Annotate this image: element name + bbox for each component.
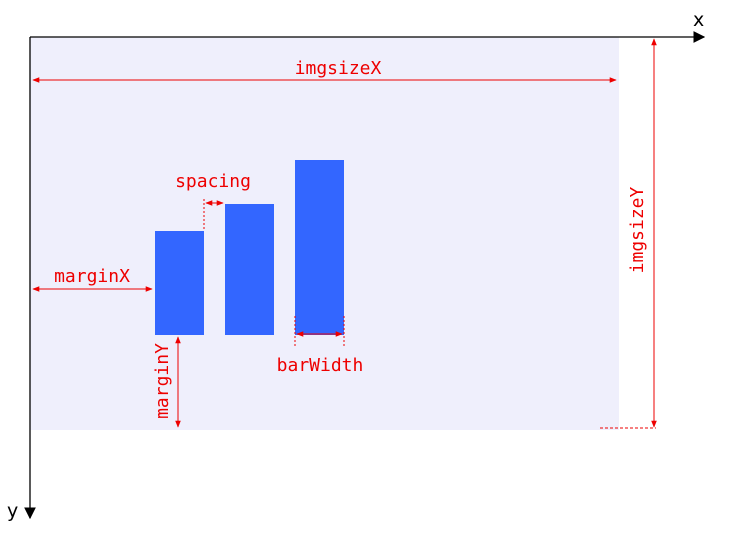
y-axis-label: y — [7, 500, 18, 522]
margin-y-label: marginY — [152, 343, 173, 419]
bar-1 — [155, 231, 204, 335]
margin-x-label: marginX — [54, 266, 130, 287]
bar-3 — [295, 160, 344, 335]
bar-2 — [225, 204, 274, 335]
x-axis-label: x — [693, 9, 704, 31]
imgsize-y-label: imgsizeY — [627, 186, 648, 273]
spacing-label: spacing — [175, 171, 251, 192]
bar-width-label: barWidth — [277, 355, 364, 376]
imgsize-x-label: imgsizeX — [295, 58, 382, 79]
